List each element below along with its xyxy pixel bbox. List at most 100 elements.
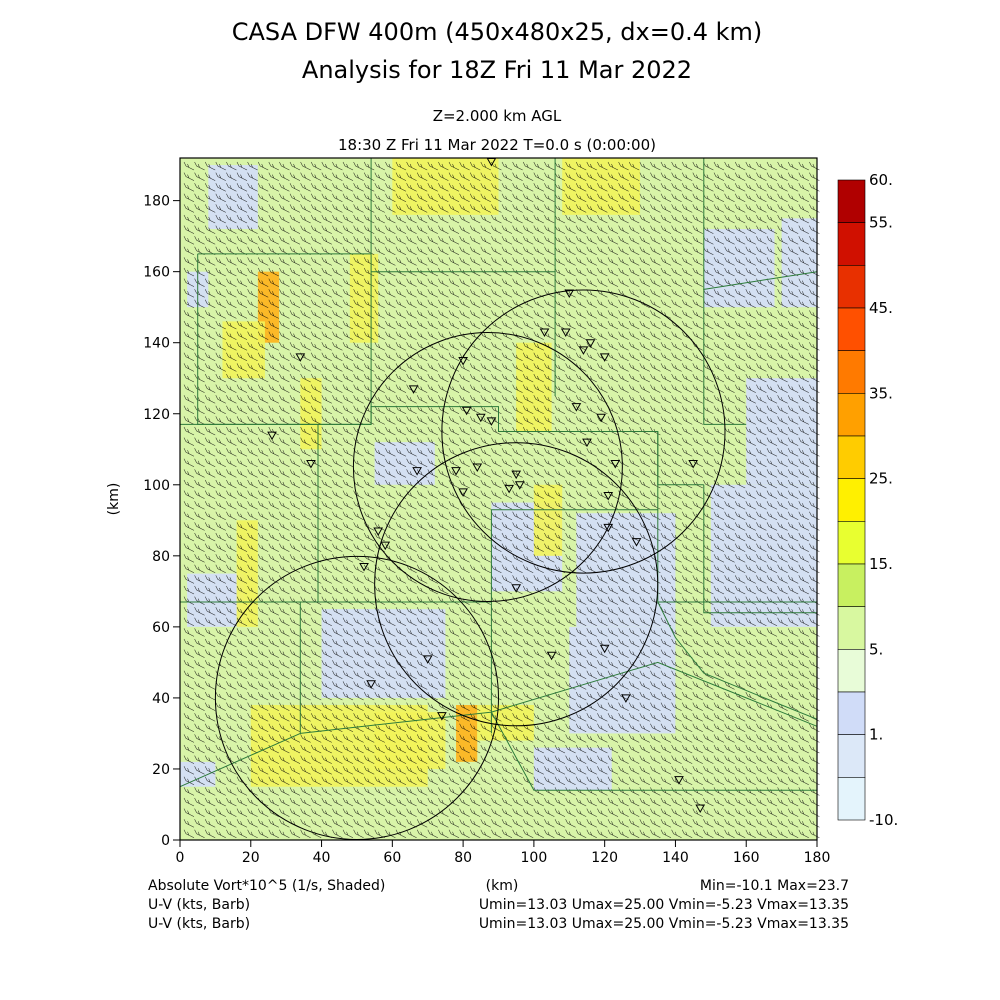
- county-boundaries: [179, 158, 818, 791]
- map-frame: [179, 157, 818, 841]
- wind-barbs: [183, 161, 820, 839]
- colorbar-swatch: [837, 393, 866, 437]
- y-tick-label: 120: [143, 407, 170, 423]
- x-tick-label: 120: [591, 850, 618, 866]
- vorticity-patch: [392, 158, 499, 215]
- vorticity-patch: [236, 520, 258, 627]
- y-tick-label: 180: [143, 194, 170, 210]
- station-marker: [461, 406, 472, 416]
- county-line: [318, 431, 659, 603]
- colorbar-swatch: [837, 649, 866, 693]
- radar-range-ring: [441, 289, 726, 574]
- station-marker: [603, 523, 614, 533]
- map-area: [179, 157, 820, 841]
- y-tick-label: 160: [143, 265, 170, 281]
- station-marker: [610, 459, 621, 469]
- x-tick-label: 180: [804, 850, 831, 866]
- colorbar-swatch: [837, 691, 866, 735]
- station-marker: [603, 491, 614, 501]
- y-tick-label: 140: [143, 336, 170, 352]
- station-marker: [504, 484, 514, 494]
- station-marker: [560, 328, 571, 338]
- colorbar-label: 25.: [869, 470, 893, 488]
- colorbar-swatch: [837, 307, 866, 351]
- colorbar: 60. 55. 45. 35. 25. 15. 5. 1. -10.: [837, 171, 898, 829]
- footer-wind-1-range: Umin=13.03 Umax=25.00 Vmin=-5.23 Vmax=13…: [479, 897, 849, 913]
- station-marker: [408, 385, 419, 394]
- station-marker: [458, 356, 468, 366]
- colorbar-label: 45.: [869, 299, 893, 317]
- station-marker: [571, 403, 582, 412]
- colorbar-label: 1.: [869, 726, 883, 744]
- station-marker: [695, 804, 706, 814]
- station-marker: [631, 538, 642, 547]
- x-tick-label: 60: [383, 850, 401, 866]
- station-marker: [539, 328, 550, 338]
- footer-minmax: Min=-10.1 Max=23.7: [700, 878, 849, 894]
- station-marker: [511, 470, 522, 480]
- station-marker: [451, 467, 461, 476]
- x-tick-label: 0: [176, 850, 185, 866]
- vorticity-patch: [222, 321, 265, 379]
- subtitle-time: 18:30 Z Fri 11 Mar 2022 T=0.0 s (0:00:00…: [338, 136, 656, 154]
- vorticity-patch: [349, 253, 379, 343]
- county-line: [491, 661, 818, 727]
- vorticity-patch: [300, 378, 322, 450]
- station-marker: [475, 413, 486, 423]
- wind-barb-field: [183, 161, 820, 839]
- colorbar-swatch: [837, 606, 866, 650]
- x-tick-label: 20: [242, 850, 260, 866]
- x-axis-label: (km): [486, 878, 519, 894]
- station-marker: [366, 680, 376, 689]
- x-tick-label: 40: [313, 850, 331, 866]
- station-marker: [359, 562, 369, 572]
- y-tick-label: 40: [152, 691, 170, 707]
- footer-wind-2-range: Umin=13.03 Umax=25.00 Vmin=-5.23 Vmax=13…: [479, 916, 849, 932]
- colorbar-swatch: [837, 777, 866, 821]
- station-marker: [437, 712, 447, 721]
- radar-range-rings: [214, 289, 726, 840]
- station-marker: [621, 694, 631, 703]
- colorbar-label: 60.: [869, 171, 893, 189]
- station-marker: [267, 431, 277, 441]
- station-marker: [412, 467, 422, 476]
- county-line: [703, 289, 747, 425]
- colorbar-swatch: [837, 478, 866, 522]
- colorbar-swatch: [837, 350, 866, 394]
- station-marker: [458, 488, 468, 497]
- colorbar-swatch: [837, 265, 866, 309]
- y-tick-label: 0: [161, 833, 170, 849]
- x-tick-label: 160: [733, 850, 760, 866]
- station-marker: [599, 644, 610, 654]
- vorticity-patch: [187, 573, 244, 627]
- county-line: [300, 711, 817, 791]
- y-tick-label: 60: [152, 620, 170, 636]
- y-tick-label: 20: [152, 762, 170, 778]
- station-marker: [422, 655, 433, 664]
- station-marker: [295, 353, 306, 362]
- y-axis-ticks: 0 20 40 60 80 100 120 140 160 180: [143, 194, 180, 849]
- y-axis-label: (km): [106, 483, 122, 516]
- county-line: [657, 601, 818, 720]
- station-marker: [688, 459, 699, 469]
- colorbar-swatch: [837, 563, 866, 607]
- station-marker: [306, 459, 316, 469]
- x-axis-ticks: 0 20 40 60 80 100 120 140 160 180: [176, 840, 831, 866]
- station-marker: [596, 413, 606, 423]
- title-line-2: Analysis for 18Z Fri 11 Mar 2022: [302, 56, 692, 84]
- title-line-1: CASA DFW 400m (450x480x25, dx=0.4 km): [232, 18, 763, 46]
- station-marker: [546, 651, 557, 661]
- vorticity-shading: [180, 158, 817, 798]
- colorbar-label: 35.: [869, 384, 893, 402]
- colorbar-label: 15.: [869, 555, 893, 573]
- vorticity-patch: [392, 502, 464, 592]
- colorbar-swatch: [837, 435, 866, 479]
- colorbar-swatch: [837, 734, 866, 778]
- vorticity-patch: [710, 484, 817, 627]
- station-markers: [267, 158, 706, 814]
- vorticity-patch: [781, 218, 817, 308]
- vorticity-patch: [321, 609, 446, 698]
- county-line: [703, 484, 817, 614]
- footer-wind-2: U-V (kts, Barb): [148, 916, 250, 932]
- colorbar-label: 55.: [869, 214, 893, 232]
